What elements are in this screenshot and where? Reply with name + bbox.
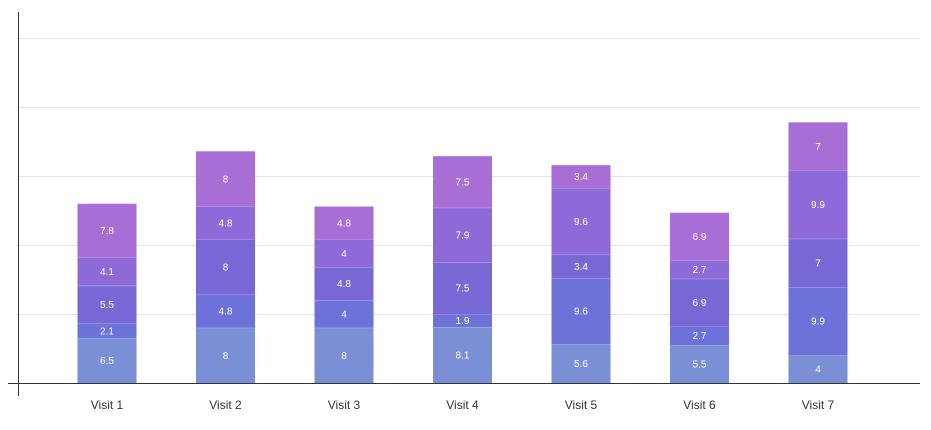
bar-segment[interactable] (77, 285, 137, 324)
segment-value-label: 4 (341, 249, 347, 260)
bar-segment[interactable] (77, 323, 137, 339)
segment-value-label: 4 (341, 310, 347, 321)
segment-value-label: 6.5 (100, 356, 114, 367)
bar-segment[interactable] (433, 314, 492, 328)
bar-segment[interactable] (551, 164, 611, 189)
x-tick-label: Visit 5 (565, 398, 598, 412)
segment-value-label: 7.5 (456, 284, 470, 295)
bar-segment[interactable] (670, 260, 729, 279)
segment-value-label: 5.5 (693, 360, 707, 371)
x-tick-label: Visit 7 (802, 398, 835, 412)
segment-value-label: 5.5 (100, 300, 114, 311)
bar-segment[interactable] (196, 239, 255, 295)
segment-value-label: 3.4 (574, 172, 588, 183)
x-tick-label: Visit 3 (328, 398, 361, 412)
bar-segment[interactable] (433, 155, 492, 208)
bar-segment[interactable] (196, 151, 255, 207)
segment-value-label: 6.9 (693, 298, 707, 309)
segment-value-label: 8 (223, 263, 229, 274)
segment-value-label: 5.6 (574, 359, 588, 370)
segment-value-label: 8.1 (456, 351, 470, 362)
bar-segment[interactable] (551, 344, 611, 383)
bar-segment[interactable] (788, 238, 848, 288)
bar-segment[interactable] (433, 262, 492, 314)
segment-value-label: 7.8 (100, 226, 114, 237)
segment-value-label: 4.8 (337, 218, 351, 229)
segment-value-label: 9.9 (811, 317, 825, 328)
segment-value-label: 4.8 (337, 279, 351, 290)
segment-value-label: 1.9 (456, 316, 470, 327)
axes (8, 12, 920, 396)
bar-segment[interactable] (670, 278, 729, 327)
segment-value-label: 7 (815, 142, 821, 153)
bar-segment[interactable] (670, 212, 729, 261)
bar-segment[interactable] (551, 278, 611, 345)
segment-value-label: 2.7 (693, 331, 707, 342)
bar-segment[interactable] (77, 338, 137, 383)
bar-segment[interactable] (196, 206, 255, 240)
segment-value-label: 4 (815, 365, 821, 376)
bar-segment[interactable] (196, 294, 255, 328)
bar-segment[interactable] (77, 257, 137, 286)
bar-segment[interactable] (196, 327, 255, 383)
bar-segment[interactable] (788, 287, 848, 356)
x-tick-labels: Visit 1 Visit 2 Visit 3 Visit 4 Visit 5 Visit… (91, 398, 835, 412)
bar-segment[interactable] (788, 355, 848, 383)
segment-value-label: 8 (341, 351, 347, 362)
x-tick-label: Visit 6 (683, 398, 716, 412)
bar-segment[interactable] (314, 267, 374, 301)
bar-segment[interactable] (670, 326, 729, 346)
segment-value-label: 2.1 (100, 326, 114, 337)
segment-value-label: 4.1 (100, 267, 114, 278)
segment-value-label: 9.6 (574, 217, 588, 228)
segment-value-label: 6.9 (693, 232, 707, 243)
segment-value-label: 8 (223, 351, 229, 362)
segment-value-label: 8 (223, 174, 229, 185)
bars (77, 121, 848, 383)
segment-value-label: 7.5 (456, 177, 470, 188)
bar-segment[interactable] (670, 345, 729, 383)
x-tick-label: Visit 1 (91, 398, 124, 412)
bar-segment[interactable] (77, 203, 137, 258)
bar-segment[interactable] (314, 327, 374, 383)
bar-segment[interactable] (551, 188, 611, 255)
bar-segment[interactable] (433, 327, 492, 383)
segment-labels: 6.5 2.1 5.5 4.1 7.8 8 4.8 8 4.8 8 8 4 4.8 4 4.8 8.1 1.9 7… (100, 142, 825, 376)
bar-segment[interactable] (788, 170, 848, 239)
bar-segment[interactable] (551, 254, 611, 279)
bar-segment[interactable] (788, 122, 848, 171)
segment-value-label: 4.8 (219, 218, 233, 229)
x-tick-label: Visit 4 (446, 398, 479, 412)
segment-value-label: 9.6 (574, 307, 588, 318)
segment-value-label: 3.4 (574, 262, 588, 273)
segment-value-label: 9.9 (811, 200, 825, 211)
bar-segment[interactable] (314, 300, 374, 328)
bar-segment[interactable] (314, 239, 374, 268)
x-tick-label: Visit 2 (209, 398, 242, 412)
segment-value-label: 2.7 (693, 265, 707, 276)
segment-value-label: 7 (815, 258, 821, 269)
bar-segment[interactable] (314, 206, 374, 240)
segment-value-label: 7.9 (456, 230, 470, 241)
segment-value-label: 4.8 (219, 307, 233, 318)
bar-segment[interactable] (433, 207, 492, 263)
